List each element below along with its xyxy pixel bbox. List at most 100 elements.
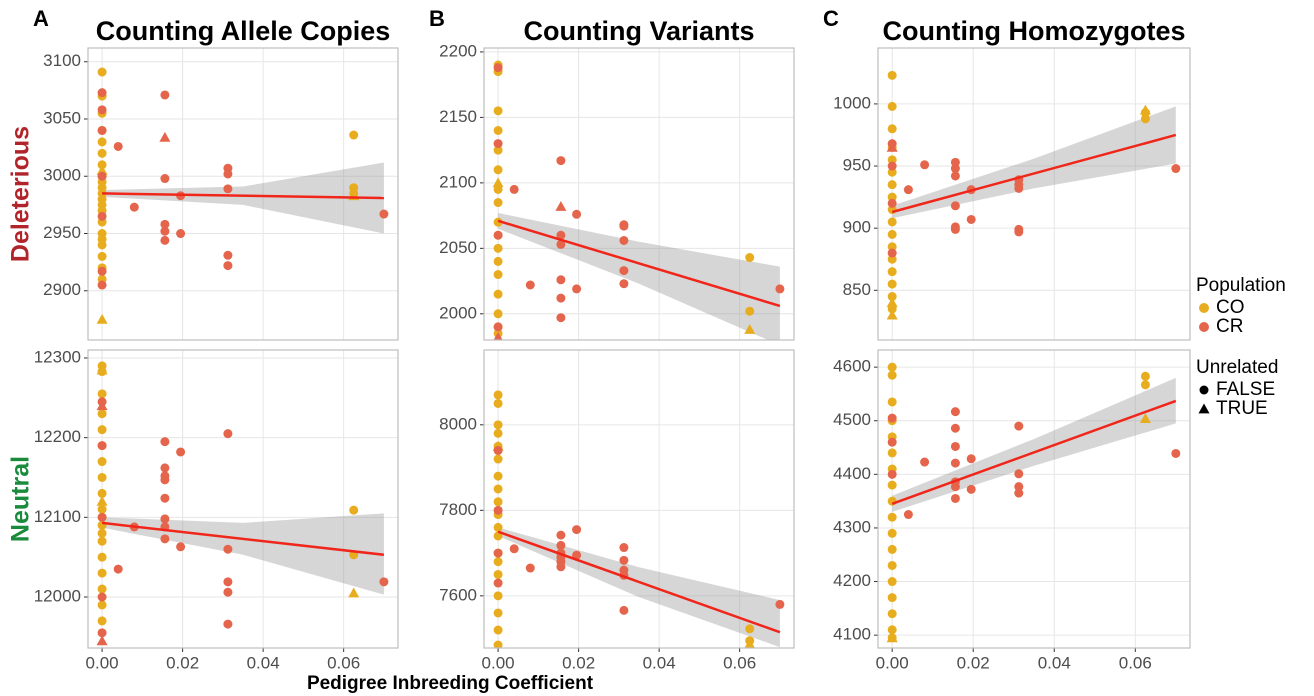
point	[950, 441, 960, 451]
point	[97, 251, 107, 261]
point	[113, 564, 123, 574]
y-tick-label: 4600	[833, 357, 871, 376]
point	[160, 219, 170, 229]
point	[493, 625, 503, 635]
point	[223, 619, 233, 629]
x-tick-label: 0.00	[482, 653, 515, 672]
legend-swatch	[1199, 322, 1209, 332]
point	[887, 217, 897, 227]
point	[176, 542, 186, 552]
point	[886, 309, 898, 320]
point	[493, 497, 503, 507]
point	[160, 437, 170, 447]
y-tick-label: 3050	[43, 108, 81, 127]
point	[887, 362, 897, 372]
point	[887, 229, 897, 239]
point	[886, 632, 898, 643]
point	[745, 253, 755, 263]
point	[97, 584, 107, 594]
point	[887, 180, 897, 190]
point	[160, 475, 170, 485]
plot-area	[492, 60, 785, 340]
point	[1014, 482, 1024, 492]
x-tick-label: 0.06	[1119, 653, 1152, 672]
point	[97, 409, 107, 419]
x-tick-label: 0.00	[86, 653, 119, 672]
point	[619, 279, 629, 289]
x-tick-label: 0.06	[327, 653, 360, 672]
point	[176, 447, 186, 457]
point	[950, 224, 960, 234]
point	[887, 70, 897, 80]
point	[950, 458, 960, 468]
confidence-band	[498, 212, 780, 340]
point	[493, 390, 503, 400]
point	[887, 370, 897, 380]
point	[1014, 469, 1024, 479]
point	[887, 560, 897, 570]
y-tick-label: 2150	[439, 107, 477, 126]
point	[223, 544, 233, 554]
point	[493, 505, 503, 515]
point	[223, 184, 233, 194]
point	[159, 131, 171, 142]
point	[619, 266, 629, 276]
point	[493, 548, 503, 558]
point	[1139, 413, 1151, 424]
y-tick-label: 7600	[439, 585, 477, 604]
x-tick-label: 0.04	[1038, 653, 1071, 672]
panel-background	[484, 350, 794, 648]
point	[1014, 421, 1024, 431]
point	[887, 397, 897, 407]
point	[493, 569, 503, 579]
point	[96, 313, 108, 324]
point	[886, 297, 898, 308]
point	[493, 445, 503, 455]
point	[887, 279, 897, 289]
point	[556, 239, 566, 249]
point	[160, 514, 170, 524]
y-tick-label: 12300	[34, 347, 81, 366]
point	[493, 591, 503, 601]
point	[887, 198, 897, 208]
point	[160, 463, 170, 473]
legend-label: CO	[1216, 297, 1245, 318]
point	[950, 482, 960, 492]
point	[97, 628, 107, 638]
point	[97, 552, 107, 562]
y-tick-label: 8000	[439, 414, 477, 433]
point	[509, 184, 519, 194]
point	[950, 171, 960, 181]
y-tick-label: 1000	[833, 93, 871, 112]
point	[572, 525, 582, 535]
point	[950, 201, 960, 211]
point	[97, 389, 107, 399]
y-tick-label: 2000	[439, 303, 477, 322]
point	[97, 125, 107, 135]
x-tick-label: 0.02	[957, 653, 990, 672]
point	[160, 174, 170, 184]
point	[96, 400, 108, 411]
point	[1014, 183, 1024, 193]
point	[1140, 371, 1150, 381]
point	[887, 480, 897, 490]
legend-title: Population	[1196, 275, 1286, 296]
point	[887, 544, 897, 554]
point	[493, 63, 503, 73]
point	[950, 407, 960, 417]
point	[97, 600, 107, 610]
point	[886, 141, 898, 152]
point	[887, 413, 897, 423]
point	[572, 550, 582, 560]
point	[97, 457, 107, 467]
y-tick-label: 2200	[439, 41, 477, 60]
point	[1171, 164, 1181, 174]
point	[745, 306, 755, 316]
point	[950, 493, 960, 503]
point	[887, 155, 897, 165]
panel-border	[87, 47, 399, 341]
legend-label: CR	[1216, 316, 1243, 337]
point	[97, 240, 107, 250]
point	[493, 106, 503, 116]
